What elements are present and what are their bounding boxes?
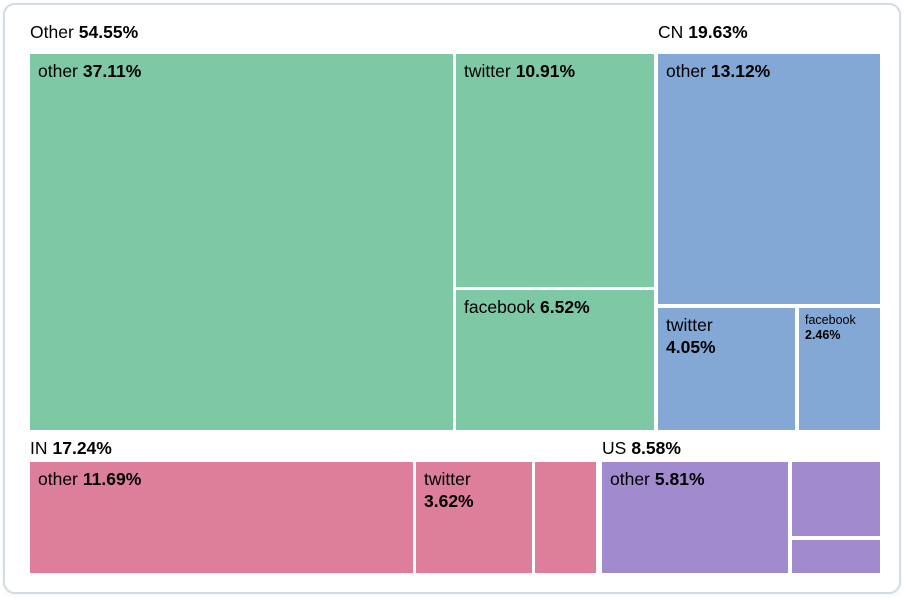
group-name: CN: [658, 22, 684, 42]
treemap-cell-other-twitter[interactable]: twitter 10.91%: [456, 54, 654, 287]
group-label-us: US 8.58%: [602, 438, 681, 458]
group-name: IN: [30, 438, 48, 458]
group-name: US: [602, 438, 627, 458]
cell-label: other: [38, 61, 78, 81]
treemap-cell-in-twitter[interactable]: twitter 3.62%: [416, 462, 532, 573]
cell-value: 37.11%: [82, 61, 142, 81]
cell-label: other: [38, 469, 78, 489]
cell-value: 11.69%: [82, 469, 142, 489]
cell-label: other: [666, 61, 706, 81]
treemap-cell-us-other[interactable]: other 5.81%: [602, 462, 788, 573]
treemap-cell-cn-twitter[interactable]: twitter 4.05%: [658, 308, 795, 430]
treemap-cell-in-other[interactable]: other 11.69%: [30, 462, 413, 573]
cell-value: 2.46%: [805, 328, 841, 342]
treemap-cell-other-facebook[interactable]: facebook 6.52%: [456, 290, 654, 430]
treemap-cell-cn-other[interactable]: other 13.12%: [658, 54, 880, 304]
group-label-other: Other 54.55%: [30, 22, 138, 42]
cell-value: 13.12%: [710, 61, 771, 81]
group-name: Other: [30, 22, 74, 42]
treemap-cell-us-unlabeled-1[interactable]: [792, 462, 880, 536]
group-value: 17.24%: [52, 438, 112, 458]
group-value: 8.58%: [631, 438, 681, 458]
cell-label: twitter: [464, 61, 511, 81]
cell-value: 4.05%: [666, 337, 716, 357]
cell-value: 5.81%: [654, 469, 705, 489]
cell-label: other: [610, 469, 650, 489]
treemap-cell-cn-facebook[interactable]: facebook 2.46%: [799, 308, 880, 430]
treemap-cell-other-other[interactable]: other 37.11%: [30, 54, 453, 430]
cell-value: 3.62%: [424, 491, 474, 511]
group-label-cn: CN 19.63%: [658, 22, 748, 42]
group-label-in: IN 17.24%: [30, 438, 112, 458]
cell-value: 6.52%: [540, 297, 590, 317]
group-value: 54.55%: [78, 22, 139, 42]
group-value: 19.63%: [688, 22, 748, 42]
cell-value: 10.91%: [515, 61, 576, 81]
treemap-cell-in-unlabeled[interactable]: [535, 462, 596, 573]
treemap-cell-us-unlabeled-2[interactable]: [792, 540, 880, 573]
cell-label: facebook: [805, 313, 856, 327]
cell-label: twitter: [666, 315, 713, 335]
cell-label: twitter: [424, 469, 471, 489]
cell-label: facebook: [464, 297, 536, 317]
